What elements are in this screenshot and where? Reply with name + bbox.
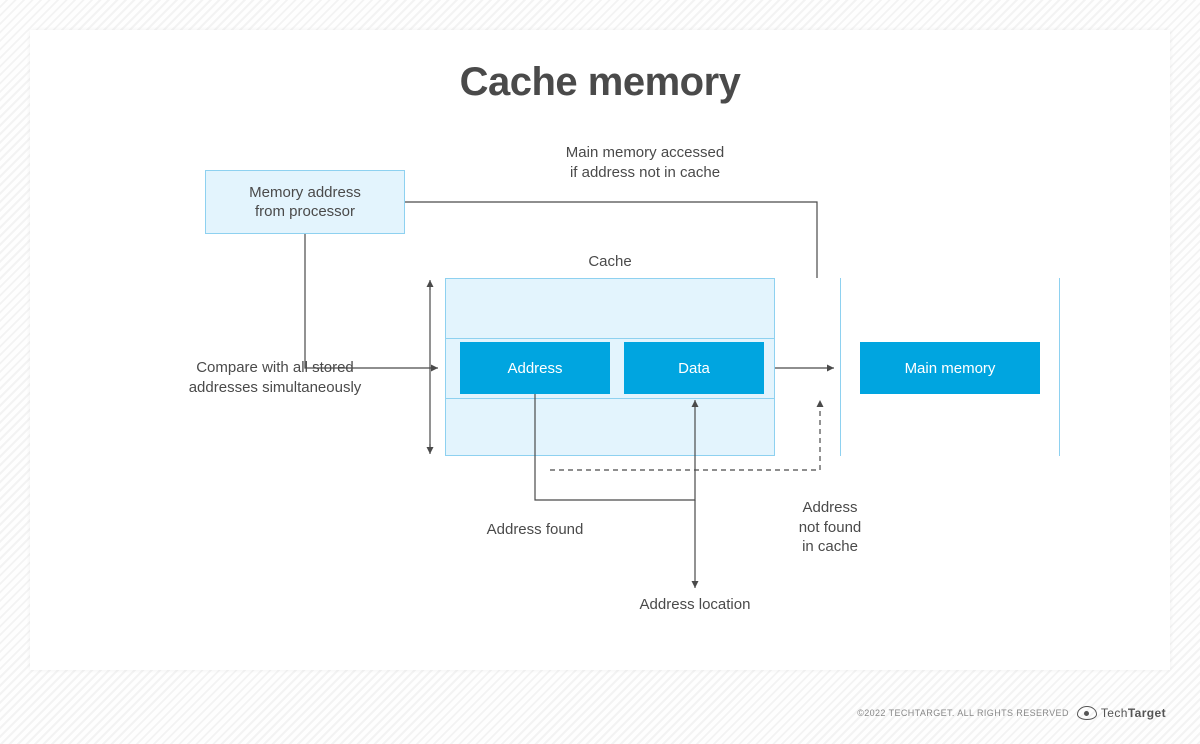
address-location-label: Address location — [605, 595, 785, 615]
brand-suffix: Target — [1128, 706, 1166, 720]
cache-address-label: Address — [507, 360, 562, 377]
cache-label: Cache — [445, 252, 775, 272]
diagram-title: Cache memory — [30, 60, 1170, 105]
compare-label: Compare with all storedaddresses simulta… — [160, 358, 390, 397]
cache-top-slot — [445, 278, 775, 339]
main-memory-box: Main memory — [860, 342, 1040, 394]
footer: ©2022 TECHTARGET. ALL RIGHTS RESERVED Te… — [857, 706, 1166, 720]
techtarget-logo: TechTarget — [1077, 706, 1166, 720]
brand-prefix: Tech — [1101, 706, 1128, 720]
main-memory-accessed-label: Main memory accessedif address not in ca… — [515, 143, 775, 182]
processor-address-box: Memory addressfrom processor — [205, 170, 405, 234]
address-not-found-label: Addressnot foundin cache — [770, 498, 890, 557]
diagram-panel: Cache memory Memory addressfrom processo… — [30, 30, 1170, 670]
page-background: Cache memory Memory addressfrom processo… — [0, 0, 1200, 744]
main-memory-label: Main memory — [905, 360, 996, 377]
address-found-label: Address found — [460, 520, 610, 540]
cache-data-box: Data — [624, 342, 764, 394]
cache-address-box: Address — [460, 342, 610, 394]
eye-icon — [1077, 706, 1097, 720]
processor-address-label: Memory addressfrom processor — [249, 183, 361, 222]
cache-data-label: Data — [678, 360, 710, 377]
copyright-text: ©2022 TECHTARGET. ALL RIGHTS RESERVED — [857, 708, 1069, 718]
cache-bottom-slot — [445, 398, 775, 457]
